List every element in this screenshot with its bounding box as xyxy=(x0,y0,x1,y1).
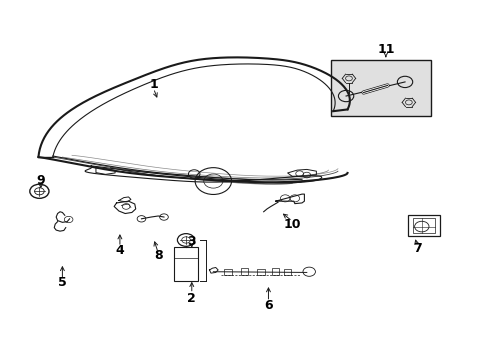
Bar xyxy=(407,215,439,237)
Text: 1: 1 xyxy=(149,78,158,91)
Bar xyxy=(330,60,430,117)
Circle shape xyxy=(30,184,49,198)
Text: 7: 7 xyxy=(412,242,421,255)
Text: 5: 5 xyxy=(58,276,67,289)
Text: 2: 2 xyxy=(187,292,196,305)
Text: 9: 9 xyxy=(37,174,45,186)
Bar xyxy=(174,247,198,280)
Text: 11: 11 xyxy=(376,43,394,56)
Bar xyxy=(412,218,434,233)
Bar xyxy=(224,269,231,275)
Bar xyxy=(257,269,264,275)
Text: 4: 4 xyxy=(115,244,124,257)
Circle shape xyxy=(177,234,194,246)
Text: 8: 8 xyxy=(154,249,162,262)
Text: 3: 3 xyxy=(187,235,196,248)
Bar xyxy=(283,269,291,275)
Bar xyxy=(271,268,279,275)
Text: 10: 10 xyxy=(283,217,301,231)
Bar xyxy=(240,268,248,275)
Text: 6: 6 xyxy=(264,299,272,312)
